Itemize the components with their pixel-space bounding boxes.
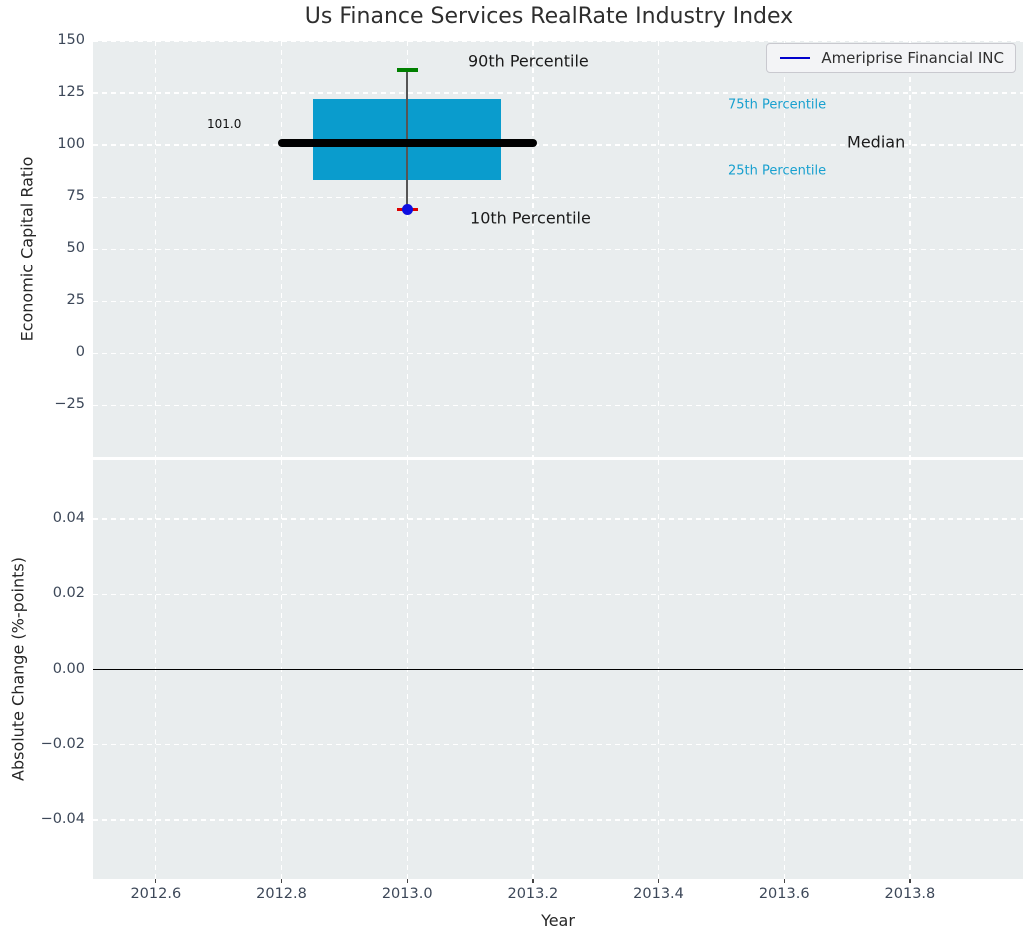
gridline-horizontal (93, 518, 1023, 520)
x-tick-mark (406, 879, 408, 883)
gridline-horizontal (93, 40, 1023, 42)
annotation: 10th Percentile (470, 208, 591, 228)
y-tick-mark (87, 668, 92, 671)
y-tick-label: −25 (54, 396, 85, 413)
y-tick-label: −0.02 (40, 735, 85, 752)
gridline-horizontal (93, 352, 1023, 354)
median-line (277, 139, 537, 148)
y-tick-mark (87, 518, 92, 520)
y-tick-mark (87, 196, 92, 198)
annotation: 90th Percentile (467, 51, 589, 71)
x-tick-mark (155, 879, 157, 883)
x-tick-label: 2013.6 (758, 886, 810, 902)
gridline-horizontal (93, 144, 1023, 146)
y-tick-mark (87, 92, 92, 94)
y-tick-label: 100 (57, 136, 85, 153)
y-tick-mark (87, 300, 92, 302)
legend: Ameriprise Financial INC (766, 43, 1016, 73)
gridline-horizontal (93, 593, 1023, 595)
x-tick-mark (280, 879, 283, 883)
x-tick-label: 2013.2 (507, 886, 559, 902)
annotation: 25th Percentile (728, 163, 827, 179)
y-tick-label: 0.02 (52, 585, 85, 602)
y-tick-label: 0.00 (52, 660, 85, 677)
zero-line (93, 668, 1023, 671)
y-tick-mark (87, 743, 92, 746)
y-tick-mark (87, 593, 92, 596)
y-tick-label: 75 (66, 188, 85, 205)
y-tick-mark (87, 352, 92, 355)
x-tick-mark (909, 879, 911, 883)
gridline-horizontal (93, 248, 1023, 250)
gridline-horizontal (93, 92, 1023, 94)
gridline-horizontal (93, 404, 1023, 406)
chart-title: Us Finance Services RealRate Industry In… (304, 4, 794, 29)
gridline-horizontal (93, 744, 1023, 746)
y-tick-mark (87, 404, 92, 407)
annotation: 75th Percentile (728, 97, 827, 113)
gridline-horizontal (93, 300, 1023, 302)
x-tick-label: 2013.4 (633, 886, 684, 902)
x-tick-mark (657, 879, 660, 883)
gridline-horizontal (93, 819, 1023, 821)
company-marker (401, 204, 413, 216)
y-tick-mark (87, 248, 92, 250)
p90-cap (396, 68, 418, 72)
legend-line-sample-icon (780, 56, 811, 60)
legend-label: Ameriprise Financial INC (821, 49, 1004, 67)
x-tick-mark (783, 879, 785, 883)
x-tick-mark (532, 879, 534, 883)
x-tick-label: 2012.8 (256, 886, 307, 902)
y-tick-label: 25 (66, 292, 85, 309)
y-tick-label: 50 (66, 240, 85, 257)
x-tick-label: 2012.6 (130, 886, 182, 902)
y-tick-label: 0.04 (52, 510, 85, 527)
gridline-horizontal (93, 196, 1023, 198)
y-tick-mark (87, 144, 92, 146)
annotation: Median (847, 132, 906, 152)
y-tick-mark (87, 40, 92, 42)
x-tick-label: 2013.0 (381, 886, 433, 902)
y-tick-label: 150 (57, 32, 85, 48)
annotation: 101.0 (207, 116, 242, 131)
x-tick-label: 2013.8 (884, 886, 936, 902)
y-tick-label: 0 (75, 344, 85, 361)
y-tick-mark (87, 819, 92, 821)
y-tick-label: 125 (57, 84, 85, 101)
xlabel-year: Year (541, 911, 575, 930)
y-tick-label: −0.04 (40, 810, 85, 827)
